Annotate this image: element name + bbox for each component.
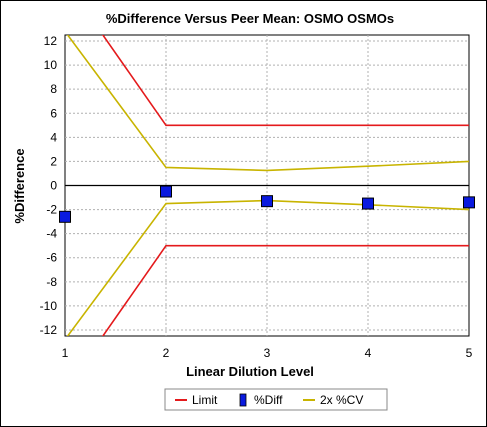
x-axis-label: Linear Dilution Level: [186, 364, 314, 379]
grid: [65, 35, 469, 336]
y-tick-label: 6: [50, 106, 57, 120]
chart-title: %Difference Versus Peer Mean: OSMO OSMOs: [106, 11, 394, 26]
legend-box: [164, 388, 388, 411]
y-tick-labels: 12 10 8 6 4 2 0 -2 -4 -6 -8 -10 -12: [40, 34, 58, 337]
y-tick-label: 4: [50, 130, 57, 144]
x-tick-label: 5: [466, 346, 473, 360]
y-tick-label: -4: [46, 227, 57, 241]
y-axis-label: %Difference: [12, 148, 27, 223]
x-tick-label: 1: [62, 346, 69, 360]
y-tick-label: -6: [46, 251, 57, 265]
series-line-2x-cv-3: [66, 35, 469, 172]
data-point-diff: [261, 195, 273, 208]
y-tick-label: 8: [50, 82, 57, 96]
x-tick-labels: 1 2 3 4 5: [62, 346, 473, 360]
x-tick-label: 3: [264, 346, 271, 360]
y-tick-label: 2: [50, 154, 57, 168]
legend-swatch: [239, 393, 247, 407]
series-line-limit-1: [101, 244, 469, 336]
y-tick-label: -8: [46, 275, 57, 289]
data-point-diff: [59, 210, 71, 223]
y-tick-label: 0: [50, 179, 57, 193]
data-point-diff: [160, 185, 172, 198]
legend-label: %Diff: [254, 393, 283, 407]
y-tick-label: 10: [44, 58, 58, 72]
series-line-limit-0: [101, 35, 469, 127]
legend-label: 2x %CV: [320, 393, 363, 407]
legend: Limit %Diff 2x %CV: [164, 388, 388, 411]
y-tick-label: -2: [46, 203, 57, 217]
y-tick-label: -10: [40, 299, 58, 313]
y-tick-label: 12: [44, 34, 58, 48]
x-tick-label: 4: [365, 346, 372, 360]
legend-label: Limit: [192, 393, 218, 407]
x-tick-label: 2: [163, 346, 170, 360]
data-point-diff: [463, 196, 475, 209]
y-tick-label: -12: [40, 323, 58, 337]
data-point-diff: [362, 197, 374, 210]
marker-group: [59, 185, 475, 223]
